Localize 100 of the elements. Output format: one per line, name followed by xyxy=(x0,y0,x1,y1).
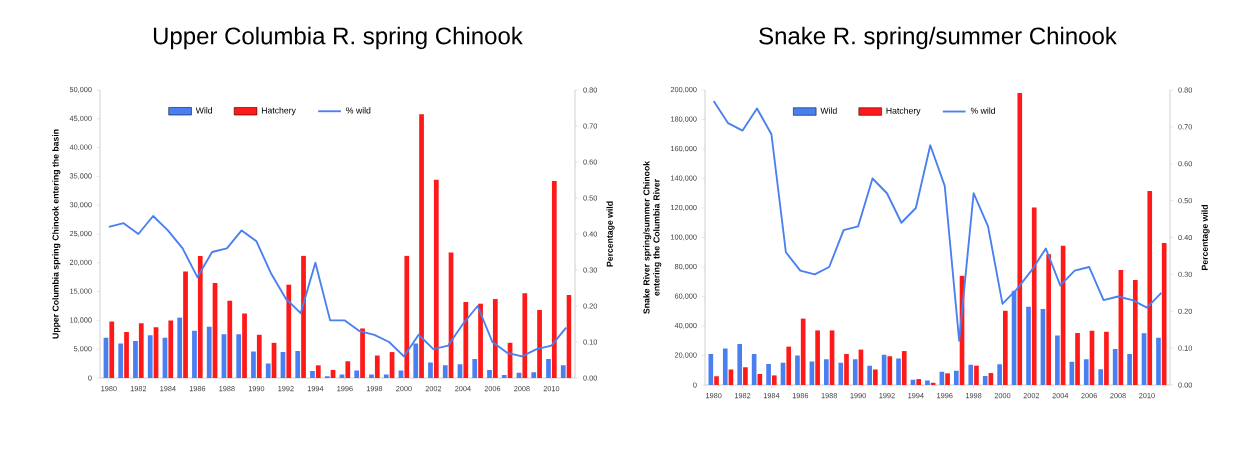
bar xyxy=(374,355,380,378)
bar xyxy=(124,331,129,378)
bar xyxy=(815,330,820,385)
bar xyxy=(1104,331,1109,385)
bar xyxy=(1046,254,1051,385)
bar xyxy=(867,365,872,385)
bar xyxy=(265,363,271,378)
chart-title: Upper Columbia R. spring Chinook xyxy=(153,26,523,50)
legend-label: Hatchery xyxy=(261,107,296,116)
bar xyxy=(786,346,792,385)
bar xyxy=(383,374,389,378)
bar xyxy=(974,365,979,385)
bar xyxy=(997,364,1002,385)
bar xyxy=(916,379,922,385)
chart-title: Snake R. spring/summer Chinook xyxy=(759,26,1117,50)
bar xyxy=(118,343,124,378)
bar xyxy=(315,365,321,378)
bar xyxy=(256,334,262,378)
y-axis-title: Upper Columbia spring Chinook entering the basin xyxy=(52,129,61,339)
bar xyxy=(560,365,566,378)
bar xyxy=(1161,243,1167,385)
bar xyxy=(708,354,714,385)
bar xyxy=(1017,92,1023,385)
bar xyxy=(1147,190,1153,385)
bar xyxy=(1098,369,1104,385)
y2-axis-title: Percentage wild xyxy=(606,201,615,267)
bar xyxy=(478,303,483,378)
bar xyxy=(206,326,212,378)
bar xyxy=(887,356,893,385)
bar xyxy=(147,335,153,378)
bar xyxy=(1031,207,1037,385)
bar xyxy=(901,351,907,385)
bar xyxy=(1075,333,1080,385)
bar xyxy=(1003,310,1008,385)
bar xyxy=(433,179,439,378)
bar xyxy=(310,371,315,378)
bar xyxy=(354,370,360,378)
bar xyxy=(463,301,469,378)
bar xyxy=(714,376,719,385)
bar xyxy=(369,374,374,378)
bar xyxy=(522,293,528,378)
bar xyxy=(896,358,901,385)
bar xyxy=(1156,337,1161,385)
bar xyxy=(301,255,306,378)
bar xyxy=(722,348,728,385)
bar xyxy=(177,317,183,378)
bar xyxy=(795,355,800,385)
bar xyxy=(192,330,197,378)
bar xyxy=(168,320,174,378)
bar xyxy=(743,367,748,385)
bar xyxy=(133,341,138,378)
bar xyxy=(492,299,498,378)
bar xyxy=(251,351,256,378)
bar xyxy=(487,369,492,378)
bar xyxy=(925,380,930,385)
bar xyxy=(737,343,743,385)
bar xyxy=(1055,335,1060,385)
bar xyxy=(442,365,448,378)
bar xyxy=(236,334,242,378)
bar xyxy=(844,354,849,385)
bar xyxy=(419,114,424,378)
bar xyxy=(1132,280,1138,385)
bar xyxy=(968,364,974,385)
bar xyxy=(953,370,959,385)
bar xyxy=(295,350,301,378)
bar xyxy=(286,284,292,378)
bar xyxy=(227,300,233,378)
legend-label: % wild xyxy=(970,107,995,114)
legend-label: Wild xyxy=(820,107,837,114)
y2-axis-title: Percentage wild xyxy=(1201,205,1210,270)
bar xyxy=(546,358,551,378)
y-axis-title: Snake River spring/summer Chinook entering the Columbia River xyxy=(643,160,662,314)
legend-label: Wild xyxy=(195,107,213,114)
bar xyxy=(537,310,542,378)
bar xyxy=(138,323,144,378)
bar xyxy=(838,362,844,385)
legend-label: Hatchery xyxy=(886,107,921,116)
bar xyxy=(1127,354,1132,385)
bar xyxy=(197,255,203,378)
bar xyxy=(766,364,771,385)
bar xyxy=(345,361,351,378)
bar xyxy=(242,313,247,378)
bar xyxy=(852,359,858,385)
bar xyxy=(551,181,557,378)
bar xyxy=(472,358,478,378)
bar xyxy=(109,321,115,378)
bar xyxy=(501,375,507,378)
bar xyxy=(183,271,188,378)
bar xyxy=(531,372,537,378)
bar xyxy=(360,328,365,378)
bar xyxy=(945,373,950,385)
bar xyxy=(873,369,878,385)
bar xyxy=(771,375,777,385)
bar xyxy=(982,375,988,385)
legend-label: % wild xyxy=(346,107,371,114)
bar xyxy=(404,255,410,378)
bar xyxy=(1083,359,1089,385)
bar xyxy=(1026,306,1031,385)
bar xyxy=(824,359,829,385)
bar xyxy=(428,362,433,378)
